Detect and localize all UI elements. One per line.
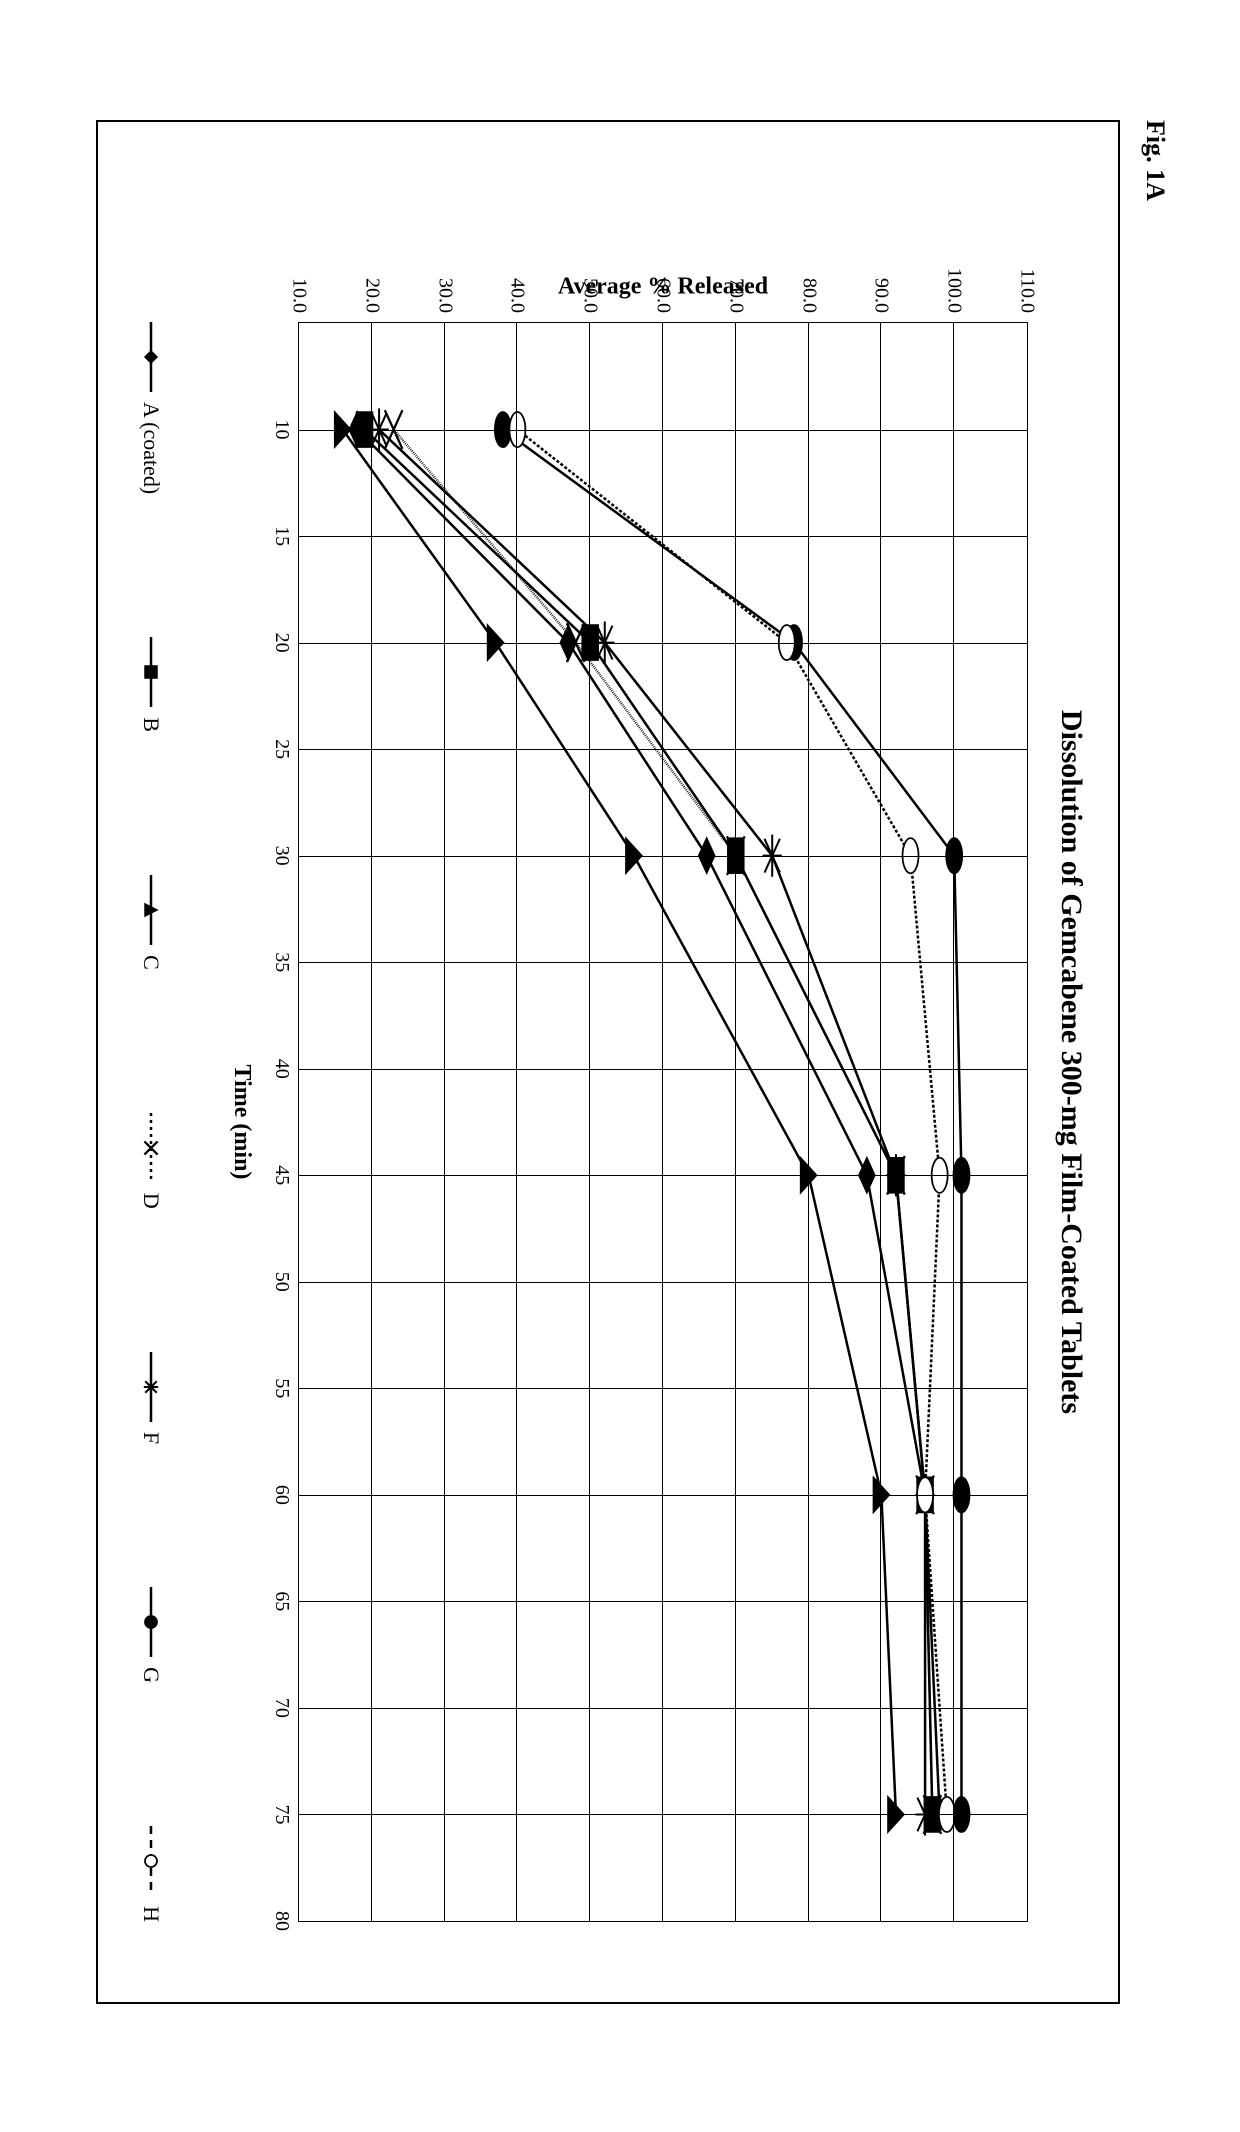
x-tick-label: 15	[270, 526, 299, 546]
figure-label: Fig. 1A	[1140, 120, 1170, 201]
legend-swatch	[139, 1113, 163, 1183]
x-tick-label: 60	[270, 1485, 299, 1505]
legend-item: B	[138, 637, 164, 732]
y-tick-label: 60.0	[652, 278, 675, 323]
y-gridline	[444, 323, 445, 1921]
legend-swatch	[139, 1587, 163, 1657]
x-gridline	[299, 1814, 1027, 1815]
x-gridline	[299, 1175, 1027, 1176]
x-tick-label: 10	[270, 420, 299, 440]
x-tick-label: 20	[270, 633, 299, 653]
page: Fig. 1A Dissolution of Gemcabene 300-mg …	[0, 0, 1240, 2132]
legend-item: A (coated)	[138, 322, 164, 494]
x-tick-label: 50	[270, 1272, 299, 1292]
y-gridline	[371, 323, 372, 1921]
series-line	[343, 430, 896, 1815]
x-gridline	[299, 1601, 1027, 1602]
rotated-canvas: Fig. 1A Dissolution of Gemcabene 300-mg …	[0, 0, 1240, 2132]
x-gridline	[299, 1069, 1027, 1070]
legend-label: B	[138, 717, 164, 732]
x-gridline	[299, 1495, 1027, 1496]
legend-label: C	[138, 955, 164, 970]
chart-frame: Dissolution of Gemcabene 300-mg Film-Coa…	[96, 120, 1120, 2004]
legend-swatch	[139, 637, 163, 707]
y-gridline	[808, 323, 809, 1921]
legend-item: C	[138, 875, 164, 970]
plot-area: 10.020.030.040.050.060.070.080.090.0100.…	[298, 322, 1028, 1922]
x-tick-label: 25	[270, 739, 299, 759]
y-tick-label: 80.0	[797, 278, 820, 323]
y-tick-label: 30.0	[433, 278, 456, 323]
legend-item: D	[138, 1113, 164, 1209]
legend: A (coated) B C D F G H	[138, 322, 164, 1922]
y-gridline	[953, 323, 954, 1921]
y-gridline	[516, 323, 517, 1921]
y-tick-label: 100.0	[943, 268, 966, 323]
x-tick-label: 45	[270, 1165, 299, 1185]
y-tick-label: 110.0	[1016, 269, 1039, 323]
legend-swatch	[139, 875, 163, 945]
y-tick-label: 90.0	[870, 278, 893, 323]
legend-label: H	[138, 1906, 164, 1922]
legend-swatch	[139, 1352, 163, 1422]
legend-label: A (coated)	[138, 402, 164, 494]
chart-title: Dissolution of Gemcabene 300-mg Film-Coa…	[1054, 122, 1088, 2002]
x-tick-label: 40	[270, 1059, 299, 1079]
x-gridline	[299, 1388, 1027, 1389]
x-gridline	[299, 1282, 1027, 1283]
legend-label: D	[138, 1193, 164, 1209]
x-tick-label: 30	[270, 846, 299, 866]
y-gridline	[662, 323, 663, 1921]
x-tick-label: 55	[270, 1378, 299, 1398]
legend-label: G	[138, 1667, 164, 1683]
x-tick-label: 70	[270, 1698, 299, 1718]
x-tick-label: 65	[270, 1591, 299, 1611]
series-line	[365, 430, 933, 1815]
x-gridline	[299, 749, 1027, 750]
y-gridline	[735, 323, 736, 1921]
legend-item: G	[138, 1587, 164, 1683]
x-gridline	[299, 536, 1027, 537]
y-gridline	[589, 323, 590, 1921]
y-tick-label: 50.0	[579, 278, 602, 323]
x-gridline	[299, 856, 1027, 857]
legend-item: H	[138, 1826, 164, 1922]
x-gridline	[299, 962, 1027, 963]
plot-wrapper: Average % Released Time (min) 10.020.030…	[298, 322, 1028, 1922]
chart-svg	[299, 323, 1027, 1921]
y-gridline	[880, 323, 881, 1921]
x-tick-label: 80	[270, 1911, 299, 1931]
x-gridline	[299, 430, 1027, 431]
x-tick-label: 35	[270, 952, 299, 972]
legend-swatch	[139, 322, 163, 392]
legend-item: F	[138, 1352, 164, 1444]
legend-swatch	[139, 1826, 163, 1896]
legend-label: F	[138, 1432, 164, 1444]
x-tick-label: 75	[270, 1804, 299, 1824]
y-tick-label: 40.0	[506, 278, 529, 323]
y-tick-label: 10.0	[288, 278, 311, 323]
x-gridline	[299, 1708, 1027, 1709]
x-axis-label: Time (min)	[228, 322, 255, 1922]
x-gridline	[299, 643, 1027, 644]
y-tick-label: 70.0	[724, 278, 747, 323]
series-line	[394, 430, 933, 1815]
y-tick-label: 20.0	[360, 278, 383, 323]
series-line	[379, 430, 925, 1815]
